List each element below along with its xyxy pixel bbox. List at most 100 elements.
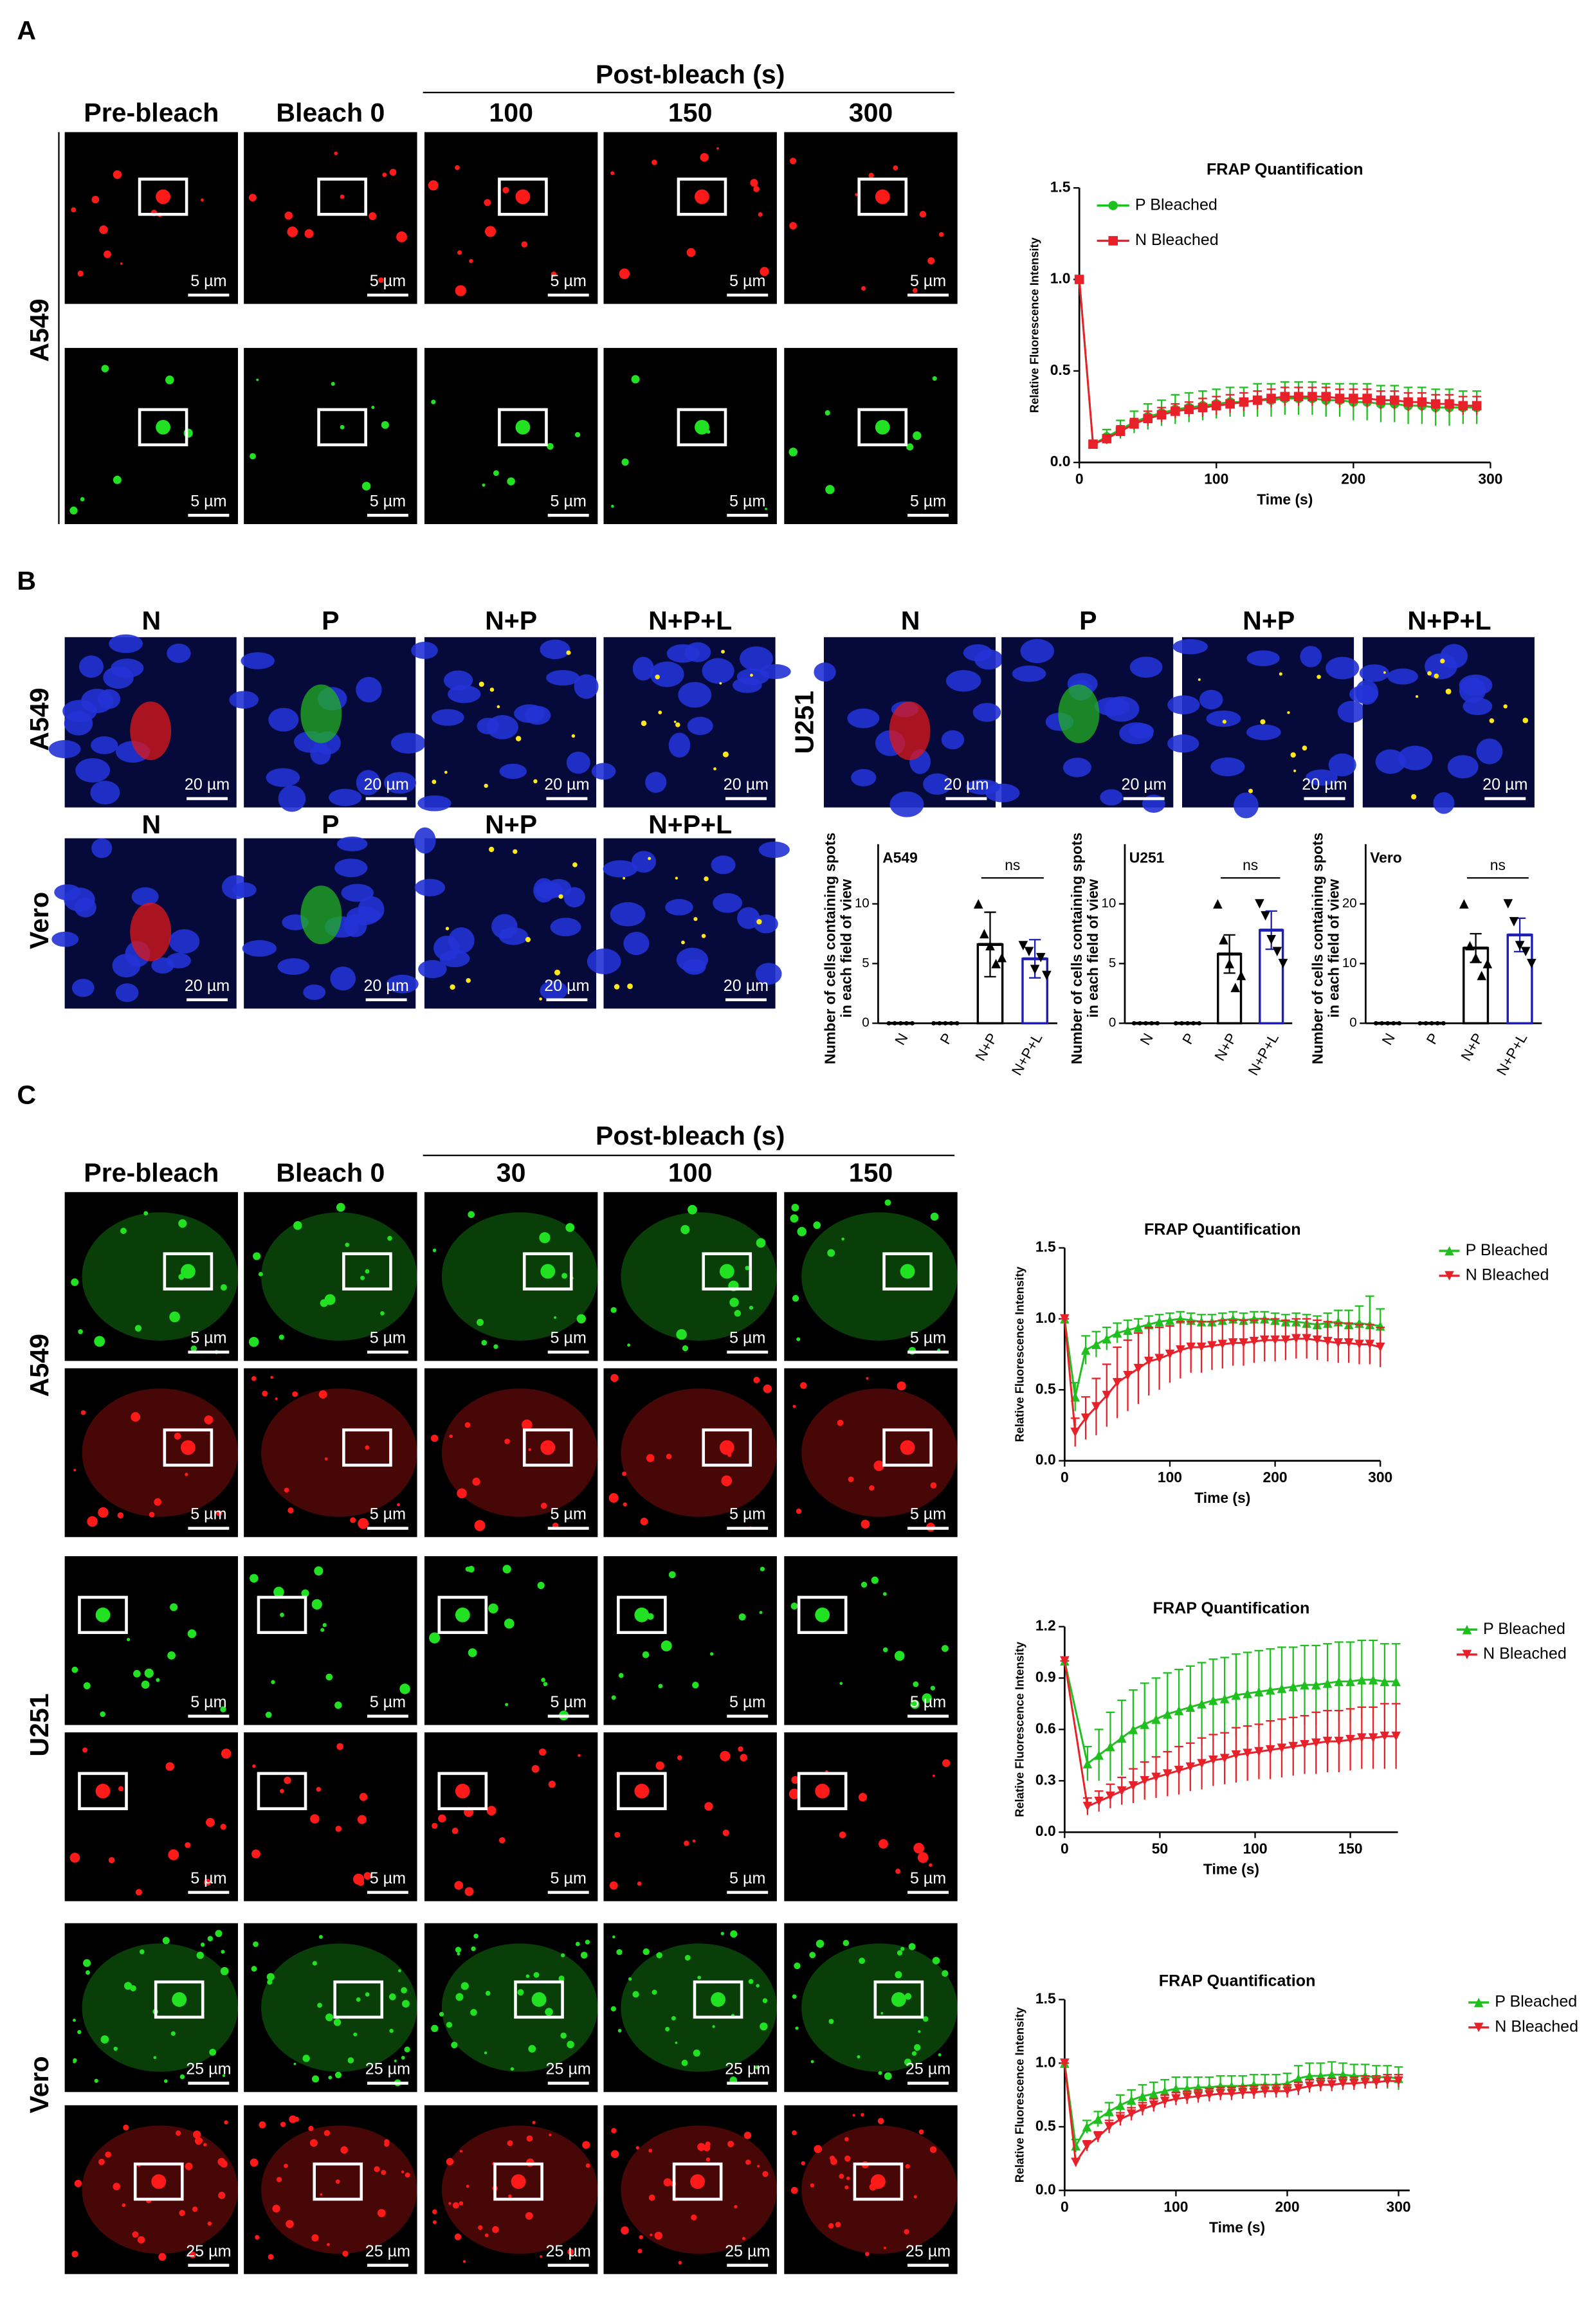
data-point [1472,401,1482,411]
data-point [1226,2089,1237,2099]
puncta [222,2074,226,2077]
puncta [170,1603,178,1611]
puncta [809,1952,816,1959]
data-point [1304,2071,1315,2081]
group-header: Post-bleach (s) [596,1121,785,1150]
puncta [207,2221,212,2226]
puncta [621,2226,629,2235]
puncta [488,846,495,853]
puncta [511,2174,526,2189]
micrograph [411,637,599,812]
puncta [95,1783,111,1799]
puncta [398,1969,401,1973]
puncta [825,410,830,416]
puncta [144,1668,154,1678]
data-point [1515,941,1525,950]
data-point [1176,1345,1185,1355]
puncta [900,1947,905,1951]
puncta [187,1629,197,1639]
x-tick-label: N [1378,1030,1398,1048]
data-point [1237,2087,1248,2098]
row-label: U251 [789,691,819,754]
puncta [255,2235,260,2240]
column-header: 100 [668,1157,713,1187]
puncta [446,2022,453,2028]
cell-body [621,1388,777,1517]
puncta [673,720,677,723]
nucleus [758,841,790,858]
puncta [178,1219,187,1228]
x-tick-label: N [1136,1030,1156,1048]
puncta [642,1651,650,1658]
micrograph [1167,637,1366,819]
data-point [1382,2076,1392,2086]
nucleus [1167,734,1199,753]
data-point [1280,392,1290,401]
puncta [666,1453,672,1460]
data-point [1071,2157,1080,2168]
micrograph [244,348,417,525]
puncta [311,2075,320,2083]
puncta [314,1566,324,1576]
puncta [432,2209,437,2215]
puncta [1317,675,1321,679]
puncta [69,506,78,515]
puncta [748,1979,754,1984]
puncta [897,1950,903,1956]
puncta [868,172,874,179]
puncta [828,2019,834,2024]
puncta [293,1221,302,1230]
puncta [843,1939,850,1947]
data-point [1345,1735,1355,1745]
puncta [792,1994,797,1999]
data-point [1208,1756,1218,1765]
column-header: 30 [497,1157,526,1187]
puncta [760,267,769,277]
data-point [1160,2086,1170,2096]
nucleus [972,703,1001,722]
x-tick-label: N+P+L [1493,1030,1530,1078]
scale-bar-label: 20 µm [185,776,230,794]
x-tick-label: 300 [1368,1469,1392,1485]
puncta [1198,678,1201,681]
puncta [549,2133,552,2137]
data-point [1397,1021,1402,1026]
stained-cell [1058,684,1100,743]
puncta [614,1831,621,1838]
y-tick-label: 0.5 [1035,2117,1056,2134]
puncta [77,270,84,277]
puncta [941,1645,949,1652]
puncta [457,1488,467,1498]
puncta [185,1473,188,1476]
puncta [671,2016,676,2021]
data-point [1252,395,1262,405]
data-point [1327,2080,1337,2090]
puncta [582,2141,590,2149]
data-point [1080,1345,1091,1355]
puncta [918,2129,924,2135]
data-point [1216,2089,1225,2099]
puncta [796,1508,802,1514]
puncta [515,736,522,741]
nucleus [329,788,362,806]
column-header: Bleach 0 [276,1157,385,1187]
data-point [1230,983,1241,992]
puncta [389,2028,394,2033]
data-point [1186,1342,1196,1352]
bleach-roi [313,2162,363,2201]
puncta [932,1957,940,1965]
data-point [1128,1781,1138,1791]
data-point [1219,1694,1230,1703]
puncta [113,2183,121,2191]
micrograph [244,2105,417,2274]
chart-title: FRAP Quantification [1159,1972,1316,1990]
nucleus [91,736,118,754]
data-point [1138,2091,1147,2102]
puncta [797,1227,807,1237]
micrograph-bg [244,1732,417,1902]
puncta [508,2194,512,2198]
nucleus [78,655,104,678]
scale-bar-label: 5 µm [370,1329,406,1347]
data-point [1249,2080,1259,2090]
data-point [1060,1314,1070,1324]
